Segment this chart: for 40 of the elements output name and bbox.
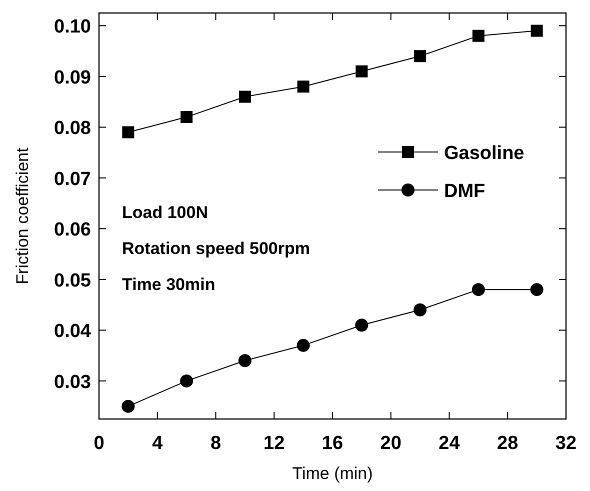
point	[530, 24, 543, 37]
y-axis-title: Friction coefficient	[13, 147, 32, 284]
x-axis-title: Time (min)	[292, 464, 373, 483]
x-tick-label: 12	[264, 433, 285, 454]
y-tick-label: 0.09	[54, 67, 91, 88]
point	[180, 111, 193, 124]
x-tick-label: 8	[210, 433, 222, 454]
x-tick-label: 4	[152, 433, 164, 454]
y-tick-label: 0.04	[54, 321, 92, 342]
x-tick-label: 16	[322, 433, 344, 454]
annotation: Load 100N	[122, 203, 208, 222]
x-tick-label: 28	[497, 433, 518, 454]
y-tick-label: 0.06	[54, 220, 91, 241]
point	[530, 283, 544, 296]
y-tick-label: 0.08	[54, 118, 91, 140]
point	[296, 338, 310, 352]
point	[238, 90, 251, 103]
point	[414, 303, 427, 316]
point	[122, 126, 134, 138]
point	[472, 30, 484, 42]
x-tick-label: 32	[555, 433, 577, 454]
point	[180, 374, 194, 388]
y-tick-label: 0.07	[54, 168, 91, 190]
annotation: Rotation speed 500rpm	[122, 239, 310, 258]
y-tick-label: 0.10	[54, 16, 91, 38]
point	[355, 318, 368, 332]
point	[297, 80, 310, 93]
point	[414, 50, 426, 62]
x-tick-label: 24	[438, 433, 460, 454]
annotation: Time 30min	[122, 275, 216, 294]
y-tick-label: 0.05	[54, 270, 92, 292]
point	[122, 400, 135, 413]
x-tick-label: 0	[94, 433, 104, 454]
point	[238, 354, 252, 368]
y-tick-label: 0.03	[54, 372, 91, 393]
legend-label: Gasoline	[444, 143, 524, 164]
x-tick-label: 20	[380, 433, 402, 454]
point	[472, 283, 485, 296]
legend-label: DMF	[444, 181, 486, 202]
point	[356, 65, 368, 78]
